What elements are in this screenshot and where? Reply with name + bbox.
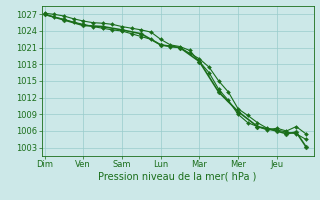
X-axis label: Pression niveau de la mer( hPa ): Pression niveau de la mer( hPa ) [99,172,257,182]
